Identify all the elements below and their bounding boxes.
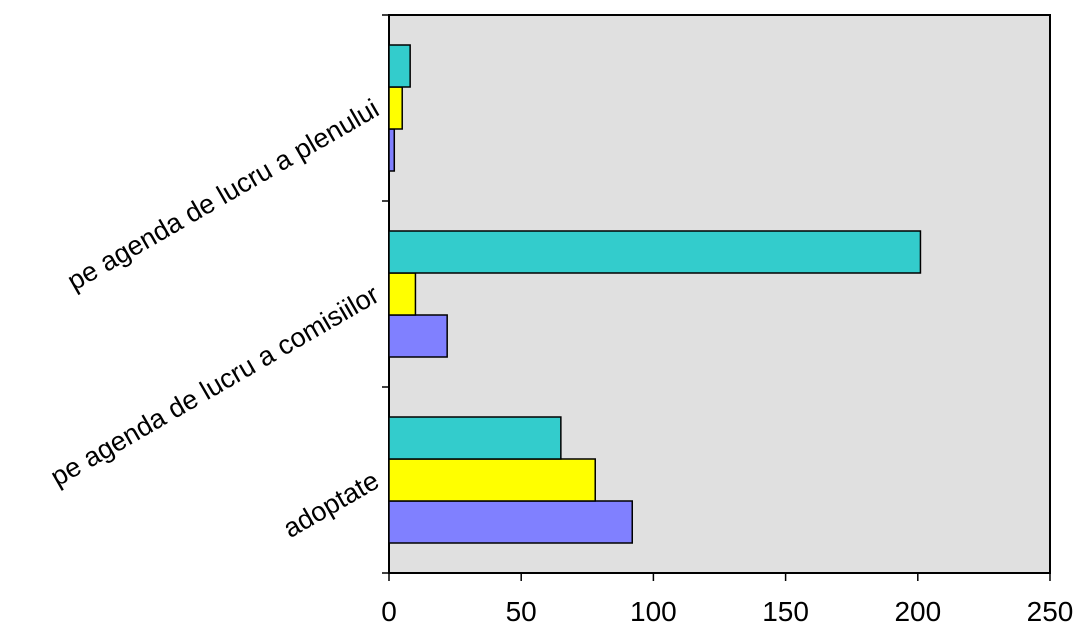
bar-1-series-2 xyxy=(388,230,922,274)
bar-1-series-0 xyxy=(388,314,448,358)
x-tick-label: 100 xyxy=(630,596,677,626)
x-tick-label: 0 xyxy=(381,596,397,626)
bar-2-series-1 xyxy=(388,86,403,130)
y-tick-label: adoptate xyxy=(278,465,384,544)
bar-1-series-1 xyxy=(388,272,417,316)
bar-0-series-2 xyxy=(388,416,562,460)
x-axis: 0 50 100 150 200 250 xyxy=(381,573,1073,626)
x-tick-label: 250 xyxy=(1027,596,1074,626)
bar-2-series-2 xyxy=(388,44,411,88)
y-tick-label: pe agenda de lucru a comisiilor xyxy=(45,279,384,492)
x-tick-label: 150 xyxy=(762,596,809,626)
bar-0-series-1 xyxy=(388,458,596,502)
bars-group xyxy=(388,44,922,544)
x-tick-label: 50 xyxy=(506,596,537,626)
y-tick-label: pe agenda de lucru a plenului xyxy=(62,93,384,296)
bar-2-series-0 xyxy=(388,128,396,172)
bar-0-series-0 xyxy=(388,500,633,544)
x-tick-label: 200 xyxy=(894,596,941,626)
